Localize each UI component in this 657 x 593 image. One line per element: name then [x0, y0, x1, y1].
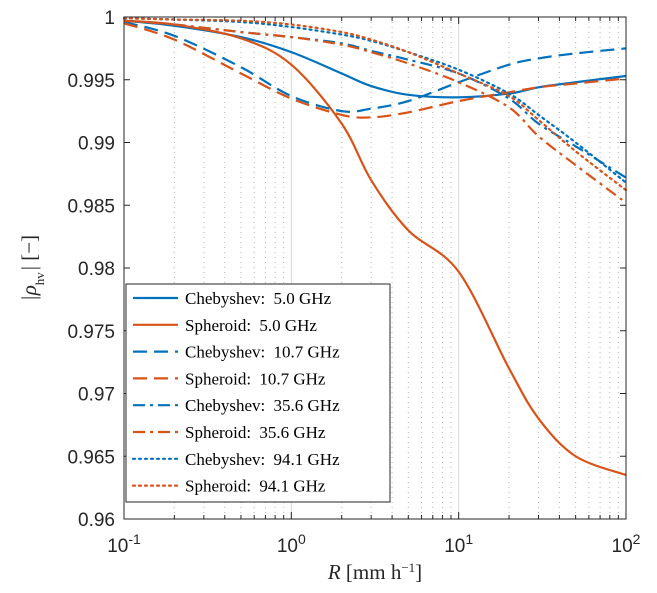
x-tick-label: 10-1 — [107, 531, 141, 557]
y-tick-label: 0.975 — [67, 322, 115, 343]
legend-label-4: Chebyshev: 35.6 GHz — [185, 396, 340, 415]
y-tick-labels: 0.96 0.965 0.97 0.975 0.98 0.985 0.99 0.995 1 — [67, 8, 115, 531]
legend: Chebyshev: 5.0 GHz Spheroid: 5.0 GHz Cheby… — [125, 283, 391, 503]
legend-label-6: Chebyshev: 94.1 GHz — [185, 450, 340, 469]
legend-label-2: Chebyshev: 10.7 GHz — [185, 343, 340, 362]
x-tick-label: 100 — [277, 531, 306, 557]
series-line-7 — [122, 17, 628, 192]
series-line-3 — [123, 22, 627, 119]
y-tick-label: 1 — [104, 8, 115, 29]
series-line-2 — [123, 20, 627, 113]
legend-box — [125, 283, 391, 503]
legend-label-0: Chebyshev: 5.0 GHz — [185, 289, 332, 308]
series-lines — [122, 17, 628, 477]
x-tick-label: 102 — [612, 531, 641, 557]
y-tick-label: 0.97 — [78, 385, 115, 406]
y-tick-label: 0.96 — [78, 510, 115, 531]
series-line-1 — [123, 19, 627, 477]
legend-label-5: Spheroid: 35.6 GHz — [185, 423, 326, 442]
grid — [123, 17, 619, 519]
x-axis-label: R [mm h−1] — [327, 560, 422, 585]
legend-label-3: Spheroid: 10.7 GHz — [185, 369, 326, 388]
y-tick-label: 0.995 — [67, 71, 115, 92]
y-tick-label: 0.99 — [78, 134, 115, 155]
x-tick-label: 101 — [444, 531, 473, 557]
series-line-5 — [123, 19, 627, 204]
x-tick-labels: 10-1 100 101 102 — [107, 531, 640, 557]
y-axis-label: |ρhv| [−] — [17, 235, 47, 301]
tick-marks — [123, 16, 626, 520]
y-tick-label: 0.98 — [78, 259, 115, 280]
legend-label-1: Spheroid: 5.0 GHz — [185, 316, 317, 335]
legend-label-7: Spheroid: 94.1 GHz — [185, 477, 326, 496]
series-line-6 — [122, 17, 628, 184]
y-tick-label: 0.985 — [67, 196, 115, 217]
y-tick-label: 0.965 — [67, 447, 115, 468]
